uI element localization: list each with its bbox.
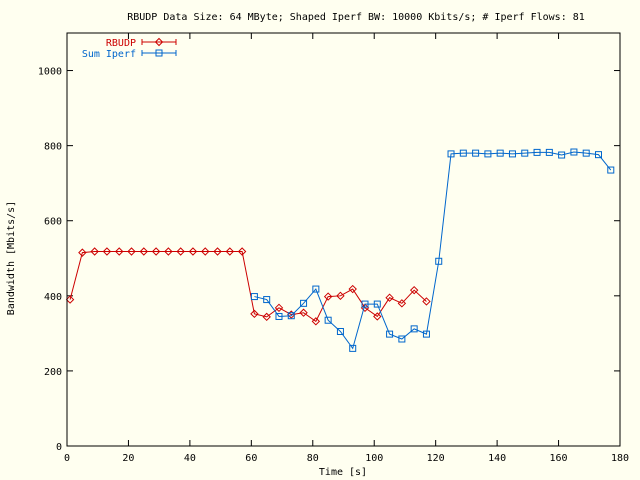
data-point: [90, 247, 99, 256]
x-tick-label: 60: [245, 453, 257, 464]
data-point: [188, 247, 198, 256]
data-point: [361, 300, 369, 308]
x-tick-label: 100: [365, 453, 383, 464]
data-point: [275, 312, 283, 320]
y-tick-label: 200: [44, 367, 62, 378]
data-point: [139, 247, 149, 256]
series-sum-iperf: [250, 148, 615, 352]
data-point: [594, 151, 602, 159]
data-point: [201, 247, 210, 256]
data-point: [263, 296, 271, 304]
data-point: [373, 300, 381, 308]
data-point: [410, 325, 418, 333]
data-point: [558, 151, 566, 159]
data-point: [533, 148, 541, 156]
data-point: [386, 330, 394, 338]
series-layer: [65, 148, 615, 352]
data-point: [385, 293, 394, 302]
data-point: [484, 150, 492, 158]
data-point: [607, 166, 615, 174]
data-point: [250, 309, 259, 319]
x-tick-label: 20: [122, 453, 134, 464]
data-point: [496, 149, 504, 157]
data-point: [274, 303, 284, 313]
data-point: [225, 247, 235, 256]
data-point: [521, 149, 529, 157]
data-point: [422, 297, 431, 306]
data-point: [545, 148, 553, 156]
data-point: [213, 247, 222, 256]
data-point: [570, 148, 578, 156]
chart-title: RBUDP Data Size: 64 MByte; Shaped Iperf …: [127, 12, 585, 23]
x-tick-label: 160: [550, 453, 568, 464]
data-point: [336, 291, 345, 301]
data-point: [311, 317, 321, 326]
y-tick-label: 800: [44, 142, 62, 153]
data-point: [336, 327, 344, 335]
y-tick-label: 1000: [38, 67, 62, 78]
data-point: [300, 299, 308, 307]
data-point: [299, 308, 308, 317]
y-tick-label: 0: [56, 442, 62, 453]
plot-area-frame: [66, 32, 621, 447]
data-point: [397, 299, 407, 308]
series-line: [254, 151, 612, 350]
data-point: [312, 285, 320, 293]
x-tick-label: 80: [307, 453, 319, 464]
data-point: [237, 247, 247, 256]
legend-marker: [155, 49, 163, 57]
data-point: [323, 292, 333, 301]
x-tick-label: 120: [427, 453, 445, 464]
data-point: [373, 312, 382, 321]
data-point: [409, 285, 419, 295]
data-point: [151, 247, 161, 256]
data-point: [176, 247, 185, 256]
x-tick-label: 180: [611, 453, 629, 464]
data-point: [102, 247, 112, 256]
data-point: [65, 295, 75, 304]
legend-label: Sum Iperf: [82, 49, 136, 60]
y-tick-label: 400: [44, 292, 62, 303]
x-tick-label: 140: [488, 453, 506, 464]
legend-marker: [154, 37, 164, 47]
data-point: [472, 149, 480, 157]
data-point: [422, 330, 430, 338]
data-point: [348, 284, 357, 294]
data-point: [435, 257, 443, 265]
data-point: [582, 149, 590, 157]
data-point: [78, 248, 87, 257]
x-axis-label: Time [s]: [319, 467, 367, 478]
data-point: [398, 335, 406, 343]
data-point: [115, 247, 124, 256]
data-point: [262, 312, 271, 322]
data-point: [447, 150, 455, 158]
data-point: [164, 247, 173, 256]
data-point: [250, 293, 258, 301]
legend-label: RBUDP: [106, 38, 136, 49]
data-point: [349, 344, 357, 352]
data-point: [508, 150, 516, 158]
y-tick-label: 600: [44, 217, 62, 228]
data-point: [127, 247, 136, 256]
x-tick-label: 0: [64, 453, 70, 464]
data-point: [287, 312, 295, 320]
data-point: [324, 316, 332, 324]
data-point: [459, 149, 467, 157]
series-rbudp: [65, 247, 431, 326]
x-tick-label: 40: [184, 453, 196, 464]
y-axis-label: Bandwidth [Mbits/s]: [6, 201, 17, 315]
